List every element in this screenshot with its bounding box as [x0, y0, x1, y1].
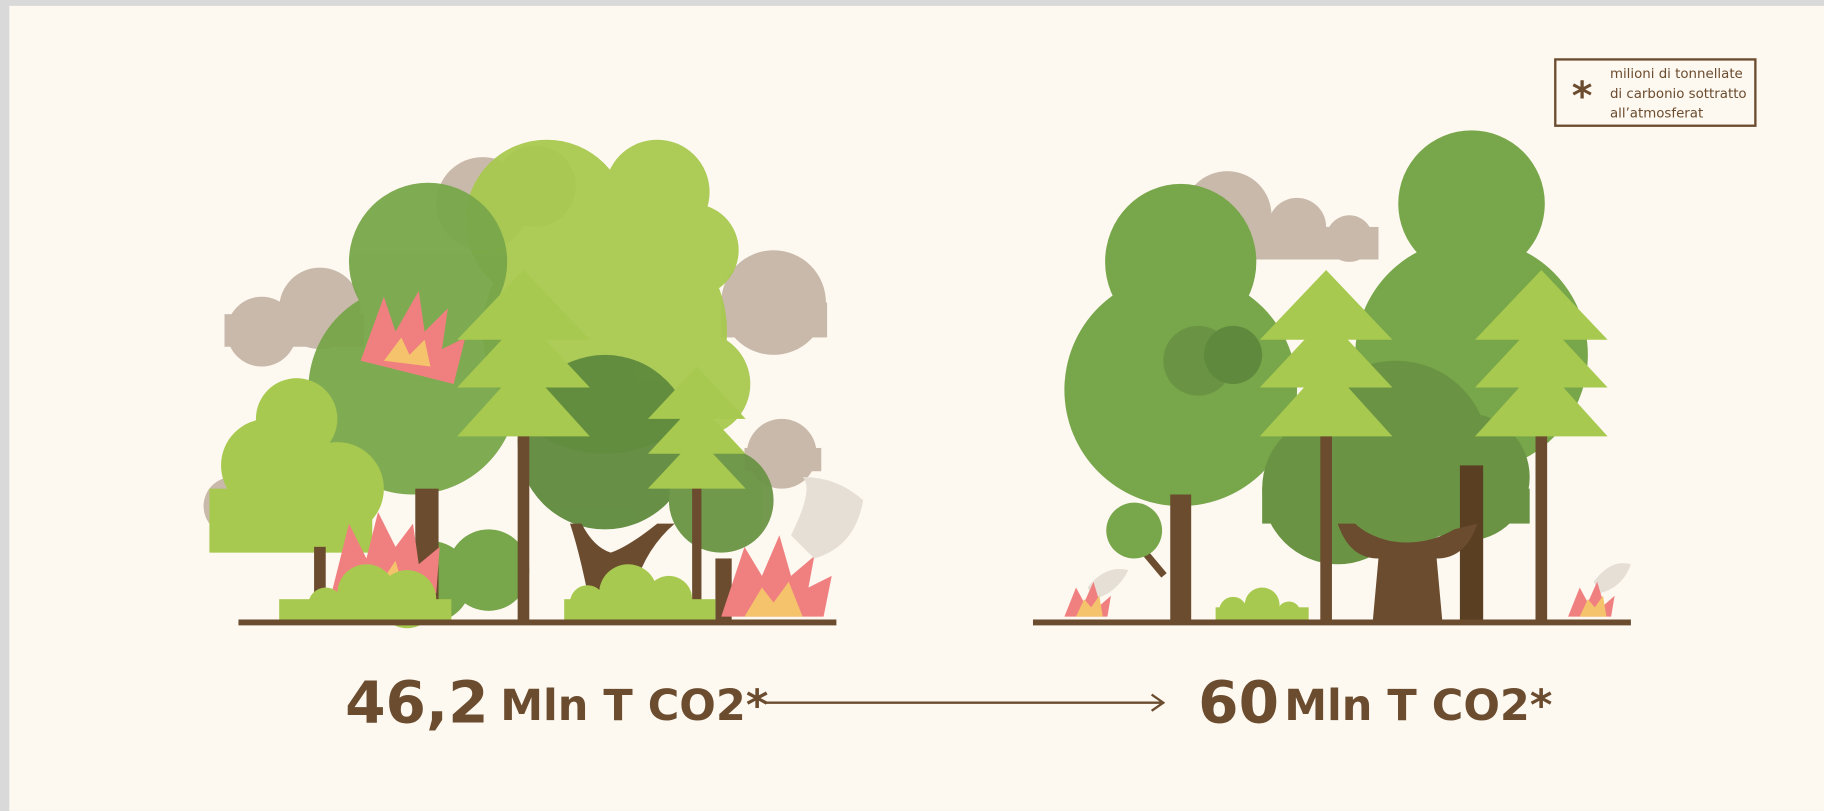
legend-line: milioni di tonnellate: [1610, 67, 1743, 82]
pine-tree-part: [518, 431, 530, 623]
pine-tree-part: [1536, 431, 1548, 623]
page: * milioni di tonnellate di carbonio sott…: [0, 0, 1824, 811]
round-tree-part: [1262, 489, 1530, 524]
infographic: * milioni di tonnellate di carbonio sott…: [0, 0, 1824, 811]
small-tree: [1106, 503, 1162, 559]
legend-line: all’atmosferat: [1610, 107, 1703, 122]
pine-tree-part: [1320, 431, 1332, 623]
after-value: 60: [1198, 668, 1279, 736]
cloud-part: [721, 303, 827, 338]
bush-part: [564, 599, 715, 622]
round-tree-part: [1204, 326, 1262, 384]
before-unit: Mln T CO2*: [500, 681, 768, 731]
legend-line: di carbonio sottratto: [1610, 87, 1747, 102]
trunk-part: [1170, 494, 1191, 622]
bush-part: [279, 599, 451, 622]
legend-symbol: *: [1572, 73, 1593, 119]
after-unit: Mln T CO2*: [1284, 681, 1552, 731]
before-value: 46,2: [345, 668, 489, 736]
